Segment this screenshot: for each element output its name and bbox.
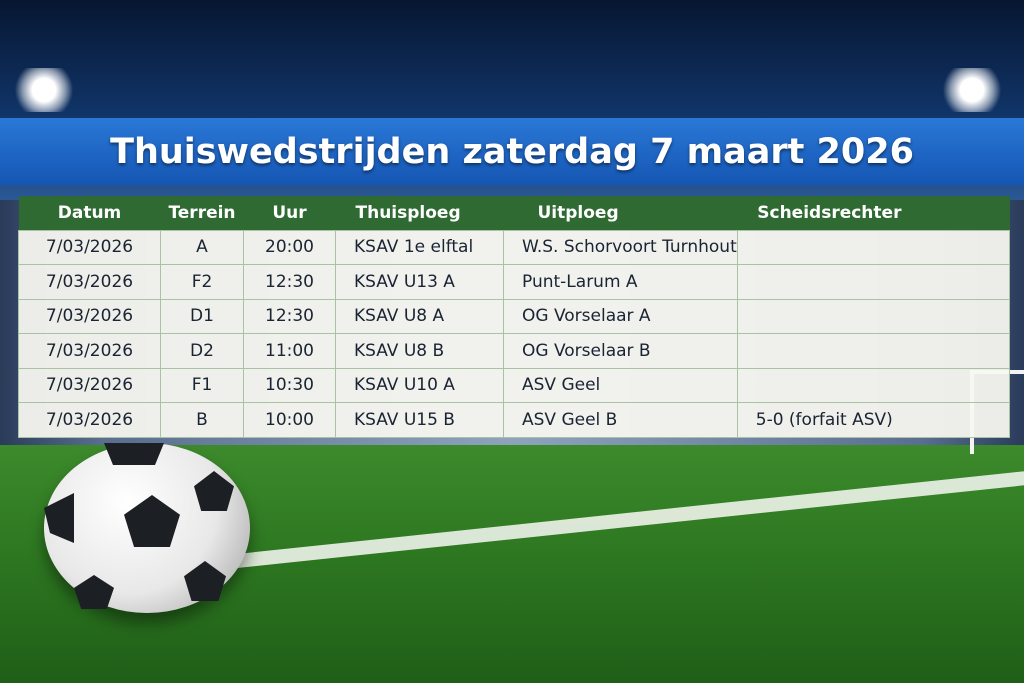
- cell-terrein: D2: [160, 333, 244, 369]
- cell-datum: 7/03/2026: [18, 402, 161, 438]
- table-row: 7/03/2026 B 10:00 KSAV U15 B ASV Geel B 5-0 (…: [18, 402, 1011, 438]
- table-header: Datum Terrein Uur Thuisploeg Uitploeg Sc…: [18, 196, 1010, 230]
- cell-thuisploeg: KSAV U15 B: [335, 402, 504, 438]
- cell-thuisploeg: KSAV U10 A: [335, 367, 504, 403]
- col-terrein: Terrein: [160, 196, 244, 230]
- cell-thuisploeg: KSAV 1e elftal: [335, 229, 504, 265]
- cell-datum: 7/03/2026: [18, 367, 161, 403]
- cell-scheidsrechter: [736, 229, 1011, 265]
- cell-uitploeg: ASV Geel B: [503, 402, 738, 438]
- soccer-ball: [44, 443, 250, 613]
- table-row: 7/03/2026 D2 11:00 KSAV U8 B OG Vorselaar B: [18, 333, 1011, 369]
- table-row: 7/03/2026 F1 10:30 KSAV U10 A ASV Geel: [18, 367, 1011, 403]
- cell-uitploeg: OG Vorselaar B: [503, 333, 738, 369]
- cell-terrein: D1: [160, 298, 244, 334]
- cell-uitploeg: Punt-Larum A: [503, 264, 738, 300]
- cell-uur: 20:00: [243, 229, 336, 265]
- title-banner: Thuiswedstrijden zaterdag 7 maart 2026: [0, 118, 1024, 185]
- col-uur: Uur: [243, 196, 336, 230]
- cell-datum: 7/03/2026: [18, 264, 161, 300]
- cell-uur: 12:30: [243, 264, 336, 300]
- col-thuisploeg: Thuisploeg: [335, 196, 504, 230]
- cell-datum: 7/03/2026: [18, 333, 161, 369]
- cell-terrein: F1: [160, 367, 244, 403]
- page-title: Thuiswedstrijden zaterdag 7 maart 2026: [110, 131, 914, 172]
- cell-uitploeg: ASV Geel: [503, 367, 738, 403]
- cell-terrein: A: [160, 229, 244, 265]
- table-row: 7/03/2026 F2 12:30 KSAV U13 A Punt-Larum A: [18, 264, 1011, 300]
- col-scheidsrechter: Scheidsrechter: [737, 196, 1010, 230]
- col-uitploeg: Uitploeg: [503, 196, 738, 230]
- cell-scheidsrechter: 5-0 (forfait ASV): [736, 402, 1011, 438]
- cell-thuisploeg: KSAV U8 A: [335, 298, 504, 334]
- table-row: 7/03/2026 A 20:00 KSAV 1e elftal W.S. Schorv…: [18, 229, 1011, 265]
- cell-uur: 10:00: [243, 402, 336, 438]
- cell-uur: 10:30: [243, 367, 336, 403]
- cell-uitploeg: W.S. Schorvoort Turnhout: [503, 229, 738, 265]
- cell-thuisploeg: KSAV U8 B: [335, 333, 504, 369]
- cell-scheidsrechter: [736, 264, 1011, 300]
- floodlight-left: [12, 68, 76, 112]
- table-row: 7/03/2026 D1 12:30 KSAV U8 A OG Vorselaar A: [18, 298, 1011, 334]
- cell-terrein: B: [160, 402, 244, 438]
- cell-scheidsrechter: [736, 333, 1011, 369]
- cell-uitploeg: OG Vorselaar A: [503, 298, 738, 334]
- cell-uur: 12:30: [243, 298, 336, 334]
- floodlight-right: [940, 68, 1004, 112]
- cell-uur: 11:00: [243, 333, 336, 369]
- cell-scheidsrechter: [736, 367, 1011, 403]
- col-datum: Datum: [18, 196, 161, 230]
- cell-datum: 7/03/2026: [18, 229, 161, 265]
- cell-thuisploeg: KSAV U13 A: [335, 264, 504, 300]
- match-table: Datum Terrein Uur Thuisploeg Uitploeg Sc…: [18, 196, 1011, 438]
- cell-scheidsrechter: [736, 298, 1011, 334]
- cell-datum: 7/03/2026: [18, 298, 161, 334]
- cell-terrein: F2: [160, 264, 244, 300]
